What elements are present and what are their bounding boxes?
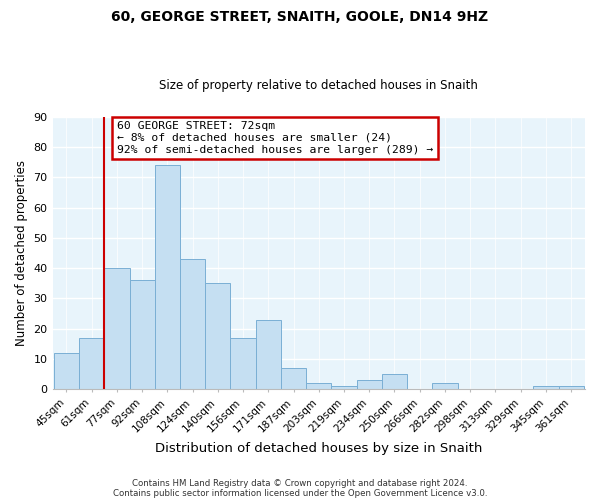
Bar [331, 386, 356, 389]
Y-axis label: Number of detached properties: Number of detached properties [15, 160, 28, 346]
Bar [306, 383, 331, 389]
Text: Contains HM Land Registry data © Crown copyright and database right 2024.: Contains HM Land Registry data © Crown c… [132, 478, 468, 488]
Bar [356, 380, 382, 389]
Title: Size of property relative to detached houses in Snaith: Size of property relative to detached ho… [160, 79, 478, 92]
Text: 60, GEORGE STREET, SNAITH, GOOLE, DN14 9HZ: 60, GEORGE STREET, SNAITH, GOOLE, DN14 9… [112, 10, 488, 24]
Text: 60 GEORGE STREET: 72sqm
← 8% of detached houses are smaller (24)
92% of semi-det: 60 GEORGE STREET: 72sqm ← 8% of detached… [117, 122, 433, 154]
Bar [79, 338, 104, 389]
Bar [104, 268, 130, 389]
Bar [382, 374, 407, 389]
Text: Contains public sector information licensed under the Open Government Licence v3: Contains public sector information licen… [113, 488, 487, 498]
Bar [180, 259, 205, 389]
X-axis label: Distribution of detached houses by size in Snaith: Distribution of detached houses by size … [155, 442, 482, 455]
Bar [155, 165, 180, 389]
Bar [54, 353, 79, 389]
Bar [281, 368, 306, 389]
Bar [256, 320, 281, 389]
Bar [130, 280, 155, 389]
Bar [230, 338, 256, 389]
Bar [533, 386, 559, 389]
Bar [559, 386, 584, 389]
Bar [205, 283, 230, 389]
Bar [433, 383, 458, 389]
